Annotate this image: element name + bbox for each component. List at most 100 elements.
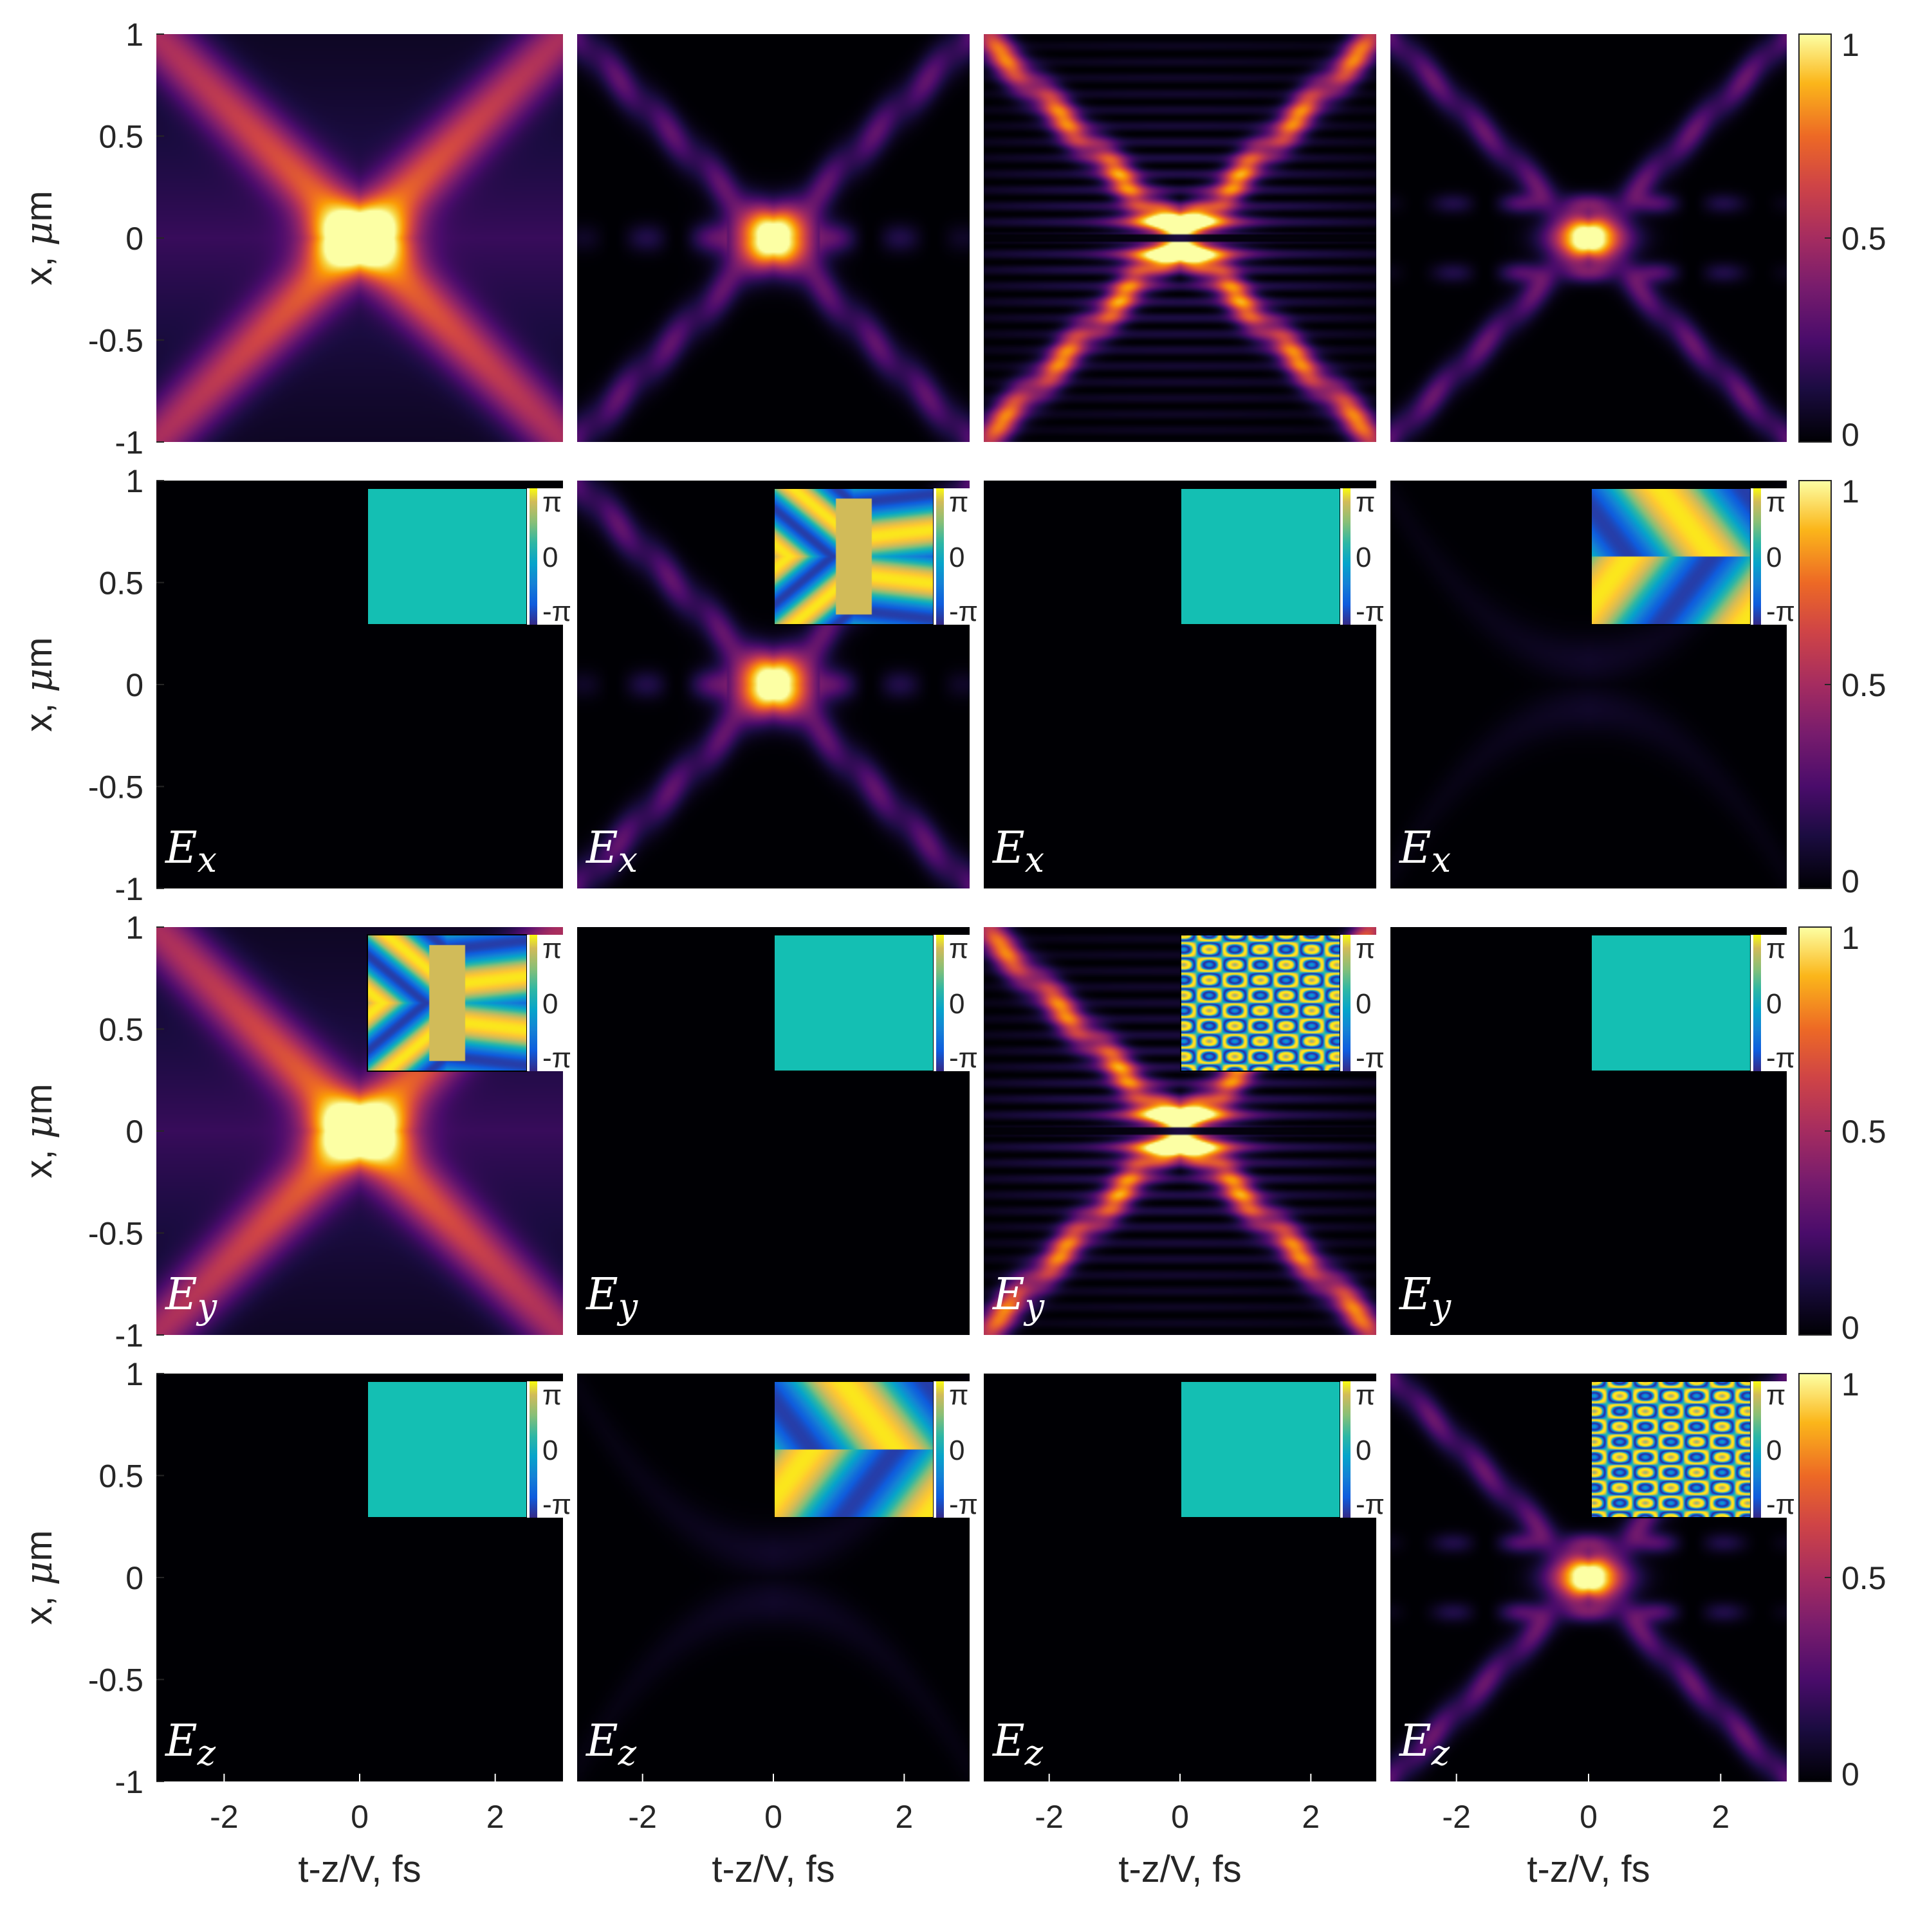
phase-colorbar-tick: -π (1356, 1042, 1385, 1074)
panel-r2-c4: π 0 -π Ex (1390, 481, 1795, 888)
component-label: Ey (1398, 1269, 1452, 1327)
panel-r2-c3: π 0 -π Ex (984, 481, 1385, 888)
phase-colorbar-tick: π (1356, 486, 1375, 518)
phase-colorbar (936, 935, 944, 1071)
phase-colorbar (1343, 1381, 1351, 1518)
y-tick-label: 0.5 (98, 566, 143, 602)
y-tick-label: -0.5 (88, 1216, 143, 1252)
y-tick-label: -1 (115, 1318, 143, 1354)
phase-colorbar-tick: π (542, 486, 562, 518)
phase-inset (367, 1381, 527, 1518)
y-tick-label: 0 (125, 1560, 143, 1596)
colorbar-row-2: 00.51 (1798, 474, 1886, 899)
phase-colorbar-tick: π (1356, 1379, 1375, 1411)
colorbar-tick: 0.5 (1841, 1560, 1886, 1596)
colorbar-row-3: 00.51 (1798, 920, 1886, 1346)
panel-r3-c2: π 0 -π Ey (577, 927, 978, 1335)
x-tick-label: 0 (351, 1799, 369, 1835)
y-tick-label: 0.5 (98, 1012, 143, 1048)
phase-colorbar-tick: π (1766, 1379, 1785, 1411)
panel-r4-c3: π 0 -π Ez (984, 1374, 1385, 1781)
phase-colorbar-tick: 0 (1766, 542, 1782, 573)
phase-colorbar-tick: π (949, 486, 968, 518)
y-axis-label: x, μm (17, 190, 60, 285)
panel-r1-c2 (577, 34, 970, 442)
phase-colorbar-tick: -π (542, 1489, 571, 1520)
y-tick-label: 1 (125, 463, 143, 499)
component-label: Ex (164, 823, 217, 880)
phase-colorbar-tick: -π (949, 1042, 978, 1074)
phase-colorbar-tick: -π (1766, 1489, 1795, 1520)
phase-colorbar-tick: -π (542, 596, 571, 627)
panel-r4-c1: π 0 -π Ez (156, 1374, 571, 1781)
phase-colorbar (1343, 488, 1351, 625)
colorbar-tick: 1 (1841, 474, 1859, 510)
y-tick-label: -1 (115, 871, 143, 907)
phase-colorbar (1343, 935, 1351, 1071)
colorbar-tick: 0.5 (1841, 667, 1886, 703)
panel-r2-c2: π 0 -π Ex (577, 481, 978, 888)
phase-colorbar-tick: -π (1766, 596, 1795, 627)
y-tick-label: 0 (125, 667, 143, 703)
phase-colorbar-tick: π (949, 1379, 968, 1411)
x-tick-label: -2 (210, 1799, 238, 1835)
x-axis-label: t-z/V, fs (1527, 1848, 1650, 1890)
x-tick-label: 0 (764, 1799, 782, 1835)
x-axis-label: t-z/V, fs (1118, 1848, 1241, 1890)
panel-r4-c4: π 0 -π Ez (1390, 1374, 1795, 1781)
y-tick-label: 1 (125, 17, 143, 53)
component-label: Ex (1398, 823, 1451, 880)
phase-colorbar-tick: 0 (949, 542, 964, 573)
phase-colorbar (530, 488, 537, 625)
panel-r3-c4: π 0 -π Ey (1390, 927, 1795, 1335)
phase-colorbar-tick: -π (542, 1042, 571, 1074)
colorbar-tick: 0 (1841, 1756, 1859, 1792)
x-tick-label: 2 (486, 1799, 504, 1835)
phase-colorbar-tick: 0 (1356, 988, 1371, 1020)
panels-layer: 00.51π0-πExπ0-πExπ0-πExπ0-πEx00.51π0-πEy… (156, 27, 1886, 1792)
colorbar-row-4: 00.51 (1798, 1366, 1886, 1792)
phase-colorbar-tick: π (949, 933, 968, 964)
phase-colorbar-tick: π (1766, 933, 1785, 964)
heatmap-image (984, 34, 1376, 442)
phase-colorbar (1753, 935, 1761, 1071)
phase-colorbar-tick: -π (949, 596, 978, 627)
phase-inset (774, 488, 934, 625)
phase-inset (1181, 935, 1340, 1071)
phase-colorbar-tick: 0 (1766, 1435, 1782, 1466)
phase-colorbar-tick: 0 (1356, 1435, 1371, 1466)
component-label: Ez (585, 1716, 637, 1773)
x-axis-label: t-z/V, fs (712, 1848, 835, 1890)
x-tick-label: 0 (1580, 1799, 1598, 1835)
y-tick-label: 0.5 (98, 1458, 143, 1495)
colorbar-tick: 0 (1841, 863, 1859, 899)
phase-colorbar-tick: -π (1766, 1042, 1795, 1074)
phase-inset (1591, 935, 1751, 1071)
phase-colorbar-tick: -π (1356, 1489, 1385, 1520)
component-label: Ez (164, 1716, 216, 1773)
phase-colorbar-tick: 0 (542, 1435, 558, 1466)
panel-r4-c2: π 0 -π Ez (577, 1374, 978, 1781)
phase-colorbar (1753, 1381, 1761, 1518)
colorbar-tick: 0.5 (1841, 1114, 1886, 1150)
phase-colorbar-tick: π (1356, 933, 1375, 964)
phase-inset (367, 935, 527, 1071)
panel-r3-c1: π 0 -π Ey (156, 927, 571, 1335)
x-tick-label: 0 (1171, 1799, 1189, 1835)
phase-colorbar-tick: 0 (949, 1435, 964, 1466)
phase-colorbar-tick: π (1766, 486, 1785, 518)
phase-colorbar-tick: π (542, 1379, 562, 1411)
y-tick-label: -0.5 (88, 323, 143, 359)
colorbar-tick: 0 (1841, 1310, 1859, 1346)
y-tick-label: -1 (115, 425, 143, 461)
y-axis-label: x, μm (17, 1530, 60, 1624)
phase-colorbar-tick: -π (949, 1489, 978, 1520)
phase-colorbar-tick: 0 (949, 988, 964, 1020)
x-axis-label: t-z/V, fs (298, 1848, 421, 1890)
heatmap-image (577, 34, 970, 442)
panel-r1-c3 (984, 34, 1376, 442)
component-label: Ez (1398, 1716, 1450, 1773)
colorbar-tick: 0 (1841, 417, 1859, 453)
phase-colorbar (530, 1381, 537, 1518)
phase-colorbar-tick: π (542, 933, 562, 964)
